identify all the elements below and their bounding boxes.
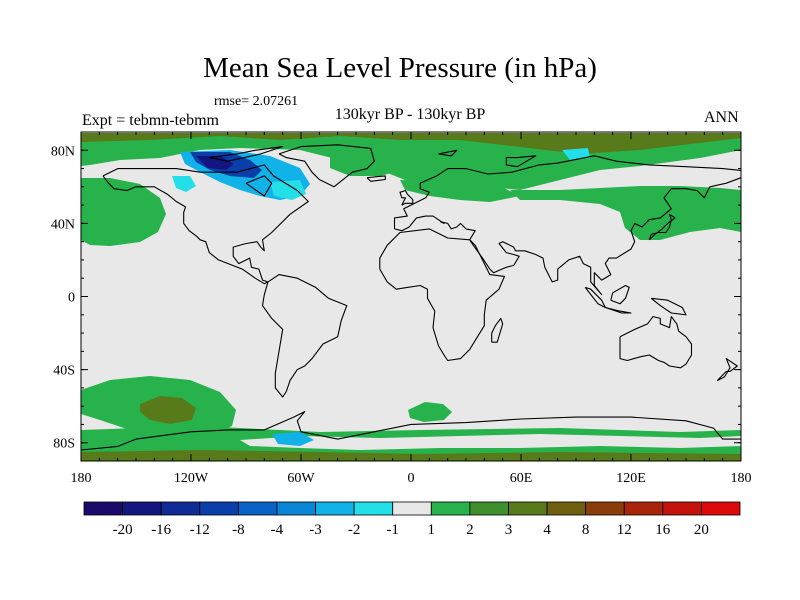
coastlines <box>80 144 742 451</box>
x-tick-label: 180 <box>731 471 752 486</box>
anomaly-region <box>408 402 452 422</box>
coastline <box>399 189 414 206</box>
x-tick-label: 0 <box>408 471 415 486</box>
anomaly-region <box>240 434 741 450</box>
colorbar-label: -16 <box>151 522 171 538</box>
anomaly-region <box>196 156 234 170</box>
colorbar-label: 16 <box>655 522 671 538</box>
colorbar-label: -8 <box>232 522 245 538</box>
coastline <box>379 228 506 362</box>
coastline <box>619 316 693 369</box>
x-tick-label: 60W <box>287 471 315 486</box>
rmse-label: rmse= 2.07261 <box>214 94 299 109</box>
colorbar-swatch <box>276 501 316 516</box>
colorbar-label: 20 <box>694 522 709 538</box>
season-label: ANN <box>704 109 739 126</box>
map-title: Mean Sea Level Pressure (in hPa) <box>203 52 597 84</box>
coastline <box>650 297 687 316</box>
colorbar-swatch <box>546 501 587 516</box>
colorbar-swatch <box>199 501 239 516</box>
coastline <box>394 177 742 296</box>
colorbar: -20 -16 -12 -8 -4 -3 -2 -1 1 2 3 4 8 12 16 20 <box>83 501 741 538</box>
experiment-label: Expt = tebmn-tebmm <box>82 112 219 129</box>
colorbar-swatch <box>392 501 432 516</box>
colorbar-label: -4 <box>271 522 284 538</box>
anomaly-region <box>272 432 314 446</box>
y-tick-label: 40N <box>51 217 75 232</box>
coastline <box>102 164 309 285</box>
x-tick-label: 180 <box>71 471 92 486</box>
anomaly-region <box>172 176 196 192</box>
colorbar-swatch <box>585 501 625 516</box>
coastline <box>393 155 742 229</box>
y-tick-label: 0 <box>68 291 75 306</box>
anomaly-region <box>81 178 166 246</box>
coastline <box>278 144 375 188</box>
coastline <box>366 175 386 182</box>
colorbar-swatch <box>508 501 548 516</box>
colorbar-label: 1 <box>428 522 436 538</box>
y-tick-label: 80N <box>51 144 75 159</box>
colorbar-swatch <box>662 501 702 516</box>
anomaly-region <box>81 133 741 154</box>
colorbar-label: 4 <box>543 522 551 538</box>
coastline <box>245 175 273 197</box>
x-tick-label: 120W <box>174 471 209 486</box>
coastline <box>648 213 676 241</box>
colorbar-swatch <box>160 501 201 516</box>
coastline <box>605 306 632 314</box>
colorbar-swatch <box>623 501 664 516</box>
coastline <box>80 411 741 451</box>
coastline <box>716 358 738 382</box>
y-tick-label: 40S <box>53 364 75 379</box>
coastline <box>584 286 606 309</box>
colorbar-label: 3 <box>505 522 513 538</box>
colorbar-swatch <box>122 501 162 516</box>
anomaly-region <box>330 148 410 176</box>
anomaly-region <box>562 148 590 160</box>
anomaly-region <box>140 396 196 424</box>
colorbar-label: 2 <box>466 522 474 538</box>
colorbar-label: -3 <box>309 522 322 538</box>
x-tick-label: 120E <box>616 471 646 486</box>
coastline <box>505 155 537 168</box>
colorbar-label: -12 <box>190 522 210 538</box>
colorbar-label: 8 <box>582 522 590 538</box>
colorbar-label: -2 <box>348 522 361 538</box>
colorbar-swatch <box>430 501 471 516</box>
coastline <box>610 284 630 305</box>
coastline <box>438 149 458 157</box>
anomaly-region <box>270 180 306 200</box>
y-tick-label: 80S <box>53 437 75 452</box>
colorbar-swatch <box>315 501 355 516</box>
colorbar-swatch <box>237 501 278 516</box>
colorbar-swatch <box>469 501 509 516</box>
map-plot-area <box>80 131 742 462</box>
colorbar-swatch <box>83 501 123 516</box>
anomaly-region <box>400 180 520 202</box>
coastline <box>261 274 348 398</box>
colorbar-label: 12 <box>617 522 632 538</box>
colorbar-label: -20 <box>113 522 133 538</box>
x-tick-label: 60E <box>510 471 533 486</box>
colorbar-label: -1 <box>386 522 399 538</box>
coastline <box>491 317 504 343</box>
colorbar-swatch <box>701 501 741 516</box>
subtitle: 130kyr BP - 130kyr BP <box>334 106 486 123</box>
map-axes: 180 120W 60W 0 60E 120E 180 80N 40N 0 40S 80S <box>51 131 752 486</box>
anomaly-region <box>510 186 741 240</box>
coastline <box>209 146 284 162</box>
colorbar-swatch <box>353 501 394 516</box>
